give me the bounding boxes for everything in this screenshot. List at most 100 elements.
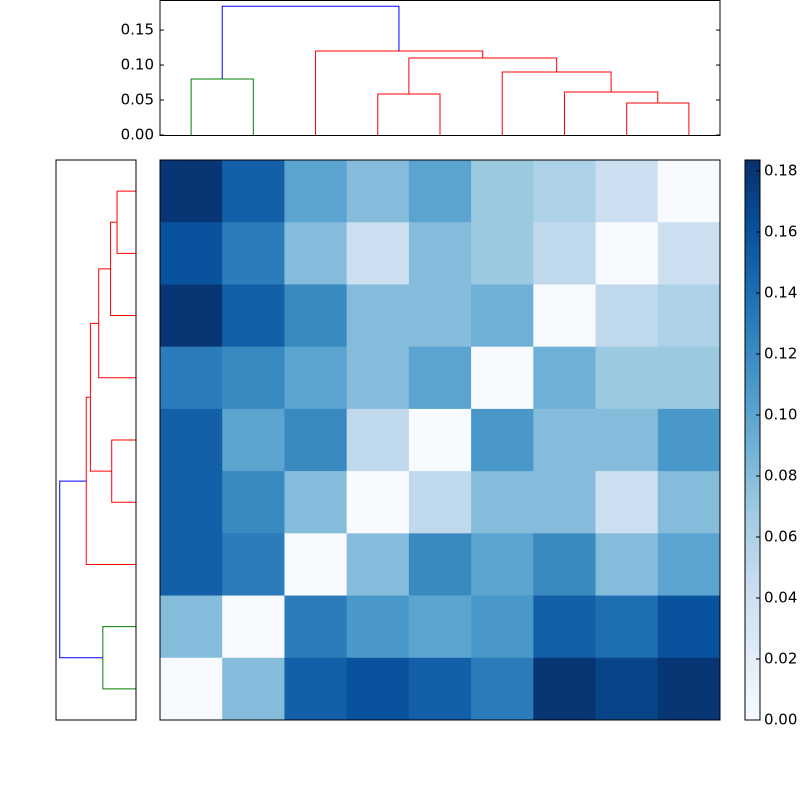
heatmap-cell (408, 533, 472, 597)
heatmap-cell (533, 408, 597, 472)
dendrogram-link (110, 221, 136, 317)
y-tick-label: 0.15 (121, 21, 154, 39)
heatmap-cell (222, 408, 285, 472)
dendrogram-link (501, 71, 612, 135)
colorbar (744, 159, 761, 721)
heatmap-cell (346, 284, 410, 348)
dendrogram-link (408, 57, 558, 95)
heatmap-cell (657, 471, 721, 534)
heatmap-cell (471, 346, 534, 410)
heatmap-cell (408, 657, 472, 721)
heatmap-cell (160, 160, 223, 223)
heatmap-cell (533, 160, 597, 223)
heatmap-cell (160, 533, 223, 597)
heatmap-cell (284, 657, 348, 721)
heatmap-cell (657, 595, 721, 659)
heatmap-cell (408, 222, 472, 285)
colorbar-tick-label: 0.18 (764, 161, 797, 179)
heatmap-cell (160, 595, 223, 659)
heatmap-cell (222, 533, 285, 597)
colorbar-tick-label: 0.02 (764, 649, 797, 667)
dendrogram-link (626, 102, 690, 135)
dendrogram-link (89, 322, 112, 472)
heatmap-cell (595, 160, 659, 223)
heatmap-cell (657, 222, 721, 285)
heatmap-cell (284, 346, 348, 410)
heatmap-cell (346, 471, 410, 534)
heatmap-cell (160, 471, 223, 534)
dendrogram-link (59, 480, 103, 659)
heatmap-cell (408, 408, 472, 472)
y-tick-label: 0.00 (121, 126, 154, 144)
dendrogram-link (111, 439, 136, 503)
heatmap-cell (160, 657, 223, 721)
dendrogram-link (221, 5, 400, 80)
heatmap-cell (284, 533, 348, 597)
heatmap-cell (160, 408, 223, 472)
heatmap-cell (346, 533, 410, 597)
dendrogram-link (563, 91, 659, 135)
heatmap-cell (657, 408, 721, 472)
colorbar-tick-label: 0.12 (764, 344, 797, 362)
heatmap-cell (595, 471, 659, 534)
axes-frame (159, 159, 721, 721)
heatmap-cell (346, 346, 410, 410)
colorbar-tick-label: 0.06 (764, 527, 797, 545)
heatmap-cell (595, 408, 659, 472)
heatmap-cell (595, 595, 659, 659)
heatmap-cell (657, 284, 721, 348)
heatmap-cell (284, 408, 348, 472)
heatmap-cell (595, 284, 659, 348)
heatmap-cell (284, 471, 348, 534)
heatmap-cell (222, 284, 285, 348)
heatmap-cell (533, 657, 597, 721)
heatmap-cell (533, 471, 597, 534)
heatmap-cell (160, 284, 223, 348)
heatmap-cell (222, 595, 285, 659)
heatmap-cell (346, 408, 410, 472)
colorbar-tick-label: 0.00 (764, 711, 797, 729)
heatmap-cell (595, 533, 659, 597)
dendrogram-link (315, 50, 484, 135)
heatmap-cell (533, 346, 597, 410)
dendrogram-link (102, 626, 136, 690)
colorbar-tick-label: 0.14 (764, 283, 797, 301)
colorbar-tick-label: 0.10 (764, 405, 797, 423)
heatmap-cell (284, 160, 348, 223)
heatmap-cell (533, 222, 597, 285)
heatmap-cell (222, 222, 285, 285)
heatmap-cell (284, 595, 348, 659)
heatmap-cell (408, 595, 472, 659)
heatmap-cell (471, 471, 534, 534)
axes-frame (55, 159, 137, 721)
heatmap-cell (222, 160, 285, 223)
heatmap-cell (160, 222, 223, 285)
heatmap-cell (595, 657, 659, 721)
heatmap-cell (408, 284, 472, 348)
heatmap-cell (595, 222, 659, 285)
axes-frame (159, 0, 721, 136)
colorbar-tick-label: 0.16 (764, 222, 797, 240)
y-tick-label: 0.05 (121, 91, 154, 109)
heatmap-cell (657, 160, 721, 223)
heatmap-cell (657, 346, 721, 410)
y-tick-label: 0.10 (121, 56, 154, 74)
heatmap-cell (222, 471, 285, 534)
heatmap-cell (533, 284, 597, 348)
heatmap-cell (408, 346, 472, 410)
heatmap-cell (471, 222, 534, 285)
heatmap-cell (471, 284, 534, 348)
heatmap-cell (471, 595, 534, 659)
heatmap-cell (284, 284, 348, 348)
heatmap-cell (533, 533, 597, 597)
heatmap-cell (471, 657, 534, 721)
heatmap-cell (408, 160, 472, 223)
heatmap-cell (222, 346, 285, 410)
dendrogram-link (116, 190, 136, 254)
heatmap-cell (657, 657, 721, 721)
heatmap-cell (346, 595, 410, 659)
heatmap-cell (533, 595, 597, 659)
heatmap-cell (346, 657, 410, 721)
heatmap-cell (346, 222, 410, 285)
